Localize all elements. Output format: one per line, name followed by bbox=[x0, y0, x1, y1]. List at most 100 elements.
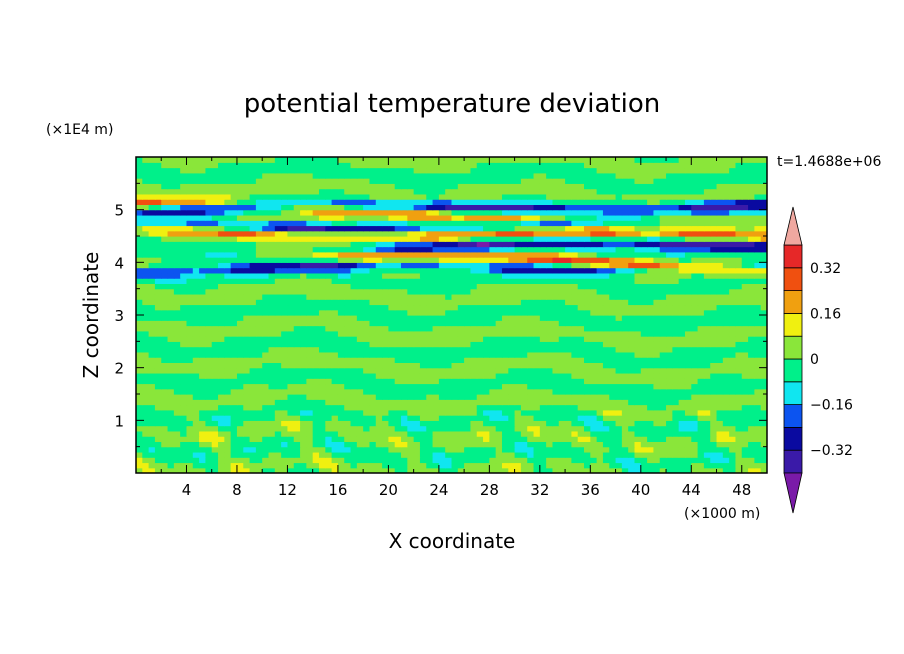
field-cell bbox=[344, 399, 352, 406]
field-cell bbox=[571, 257, 579, 263]
field-cell bbox=[192, 299, 200, 306]
field-cell bbox=[565, 262, 572, 269]
field-cell bbox=[192, 330, 200, 337]
field-cell bbox=[703, 372, 711, 379]
field-cell bbox=[672, 288, 680, 295]
field-cell bbox=[672, 241, 680, 248]
field-cell bbox=[445, 304, 453, 311]
field-cell bbox=[464, 257, 472, 263]
field-cell bbox=[243, 462, 251, 469]
field-cell bbox=[293, 367, 301, 374]
field-cell bbox=[489, 262, 497, 269]
field-cell bbox=[691, 462, 699, 469]
field-cell bbox=[230, 225, 238, 232]
field-cell bbox=[211, 246, 219, 253]
field-cell bbox=[495, 462, 503, 469]
field-cell bbox=[438, 383, 446, 390]
field-cell bbox=[577, 341, 585, 348]
field-cell bbox=[508, 330, 516, 337]
field-cell bbox=[451, 278, 459, 284]
field-cell bbox=[281, 325, 289, 332]
field-cell bbox=[382, 267, 389, 274]
field-cell bbox=[678, 409, 686, 416]
field-cell bbox=[419, 388, 427, 395]
field-cell bbox=[483, 362, 490, 369]
field-cell bbox=[653, 230, 661, 237]
field-cell bbox=[356, 394, 364, 400]
field-cell bbox=[363, 357, 371, 363]
field-cell bbox=[230, 309, 238, 316]
field-cell bbox=[489, 267, 497, 274]
field-cell bbox=[388, 278, 396, 284]
field-cell bbox=[748, 457, 755, 464]
field-cell bbox=[672, 367, 680, 374]
field-cell bbox=[407, 399, 415, 406]
field-cell bbox=[432, 299, 440, 306]
field-cell bbox=[483, 262, 490, 269]
field-cell bbox=[230, 246, 238, 253]
field-cell bbox=[634, 409, 642, 416]
field-cell bbox=[211, 299, 219, 306]
field-cell bbox=[514, 394, 522, 400]
field-cell bbox=[710, 225, 718, 232]
field-cell bbox=[533, 372, 541, 379]
field-cell bbox=[590, 399, 598, 406]
field-cell bbox=[167, 372, 175, 379]
field-cell bbox=[230, 262, 238, 269]
field-cell bbox=[527, 236, 535, 242]
field-cell bbox=[647, 267, 655, 274]
field-cell bbox=[173, 272, 181, 279]
field-cell bbox=[634, 467, 642, 473]
field-cell bbox=[666, 283, 673, 290]
field-cell bbox=[325, 309, 333, 316]
field-cell bbox=[609, 404, 617, 411]
field-cell bbox=[584, 415, 591, 421]
field-cell bbox=[142, 394, 150, 400]
field-cell bbox=[148, 399, 156, 406]
field-cell bbox=[199, 220, 207, 227]
field-cell bbox=[154, 315, 162, 321]
field-cell bbox=[407, 325, 415, 332]
field-cell bbox=[148, 409, 156, 416]
field-cell bbox=[678, 225, 686, 232]
field-cell bbox=[483, 278, 490, 284]
field-cell bbox=[211, 462, 219, 469]
field-cell bbox=[375, 341, 383, 348]
field-cell bbox=[489, 436, 497, 442]
field-cell bbox=[552, 336, 560, 342]
field-cell bbox=[527, 320, 535, 327]
field-cell bbox=[539, 262, 547, 269]
field-cell bbox=[483, 283, 490, 290]
field-cell bbox=[647, 372, 655, 379]
field-cell bbox=[173, 357, 181, 363]
field-cell bbox=[281, 267, 289, 274]
field-cell bbox=[205, 336, 213, 342]
field-cell bbox=[659, 304, 667, 311]
field-cell bbox=[634, 272, 642, 279]
field-cell bbox=[483, 267, 490, 274]
field-cell bbox=[274, 441, 282, 448]
field-cell bbox=[230, 425, 238, 432]
field-cell bbox=[495, 236, 503, 242]
field-cell bbox=[451, 214, 459, 221]
field-cell bbox=[571, 299, 579, 306]
field-cell bbox=[716, 415, 724, 421]
field-cell bbox=[552, 251, 560, 258]
field-cell bbox=[571, 283, 579, 290]
field-cell bbox=[186, 278, 194, 284]
field-cell bbox=[647, 388, 655, 395]
field-cell bbox=[684, 457, 692, 464]
field-cell bbox=[154, 404, 162, 411]
field-cell bbox=[224, 441, 232, 448]
field-cell bbox=[243, 304, 251, 311]
field-cell bbox=[413, 304, 421, 311]
field-cell bbox=[199, 283, 207, 290]
field-cell bbox=[476, 288, 484, 295]
field-cell bbox=[621, 415, 629, 421]
field-cell bbox=[312, 462, 320, 469]
field-cell bbox=[331, 457, 339, 464]
field-cell bbox=[489, 241, 497, 248]
field-cell bbox=[501, 251, 509, 258]
field-cell bbox=[527, 330, 535, 337]
field-cell bbox=[558, 394, 566, 400]
